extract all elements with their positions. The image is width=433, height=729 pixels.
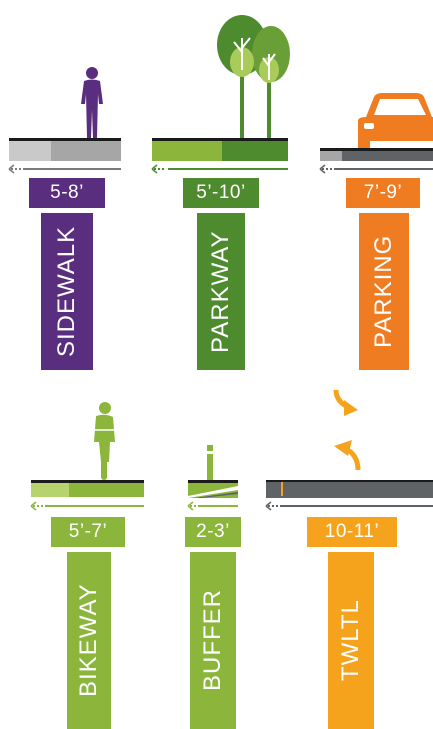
cyclist-icon	[94, 402, 115, 480]
bikeway-label: BIKEWAY	[67, 552, 111, 729]
bollard-icon	[207, 445, 213, 481]
parking-width-arrow	[319, 164, 433, 174]
pedestrian-icon	[81, 67, 103, 138]
buffer-surface	[188, 480, 238, 498]
car-icon	[358, 93, 433, 149]
twltl-width-arrow	[265, 501, 433, 511]
sidewalk-dimension: 5-8’	[29, 178, 105, 208]
buffer-width-arrow	[187, 501, 238, 511]
twltl-label: TWLTL	[328, 552, 374, 729]
twltl-dimension: 10-11’	[307, 517, 397, 547]
buffer-dimension: 2-3’	[185, 517, 241, 547]
sidewalk-width-arrow	[8, 164, 121, 174]
parking-dimension: 7’-9’	[346, 178, 420, 208]
buffer-label: BUFFER	[190, 552, 236, 729]
parkway-dimension: 5’-10’	[183, 178, 259, 208]
parkway-label: PARKWAY	[197, 213, 245, 370]
parkway-width-arrow	[151, 164, 288, 174]
bikeway-width-arrow	[30, 501, 144, 511]
sidewalk-label: SIDEWALK	[41, 213, 93, 370]
tree-icon	[217, 15, 290, 140]
turn-arrows-icon	[333, 389, 361, 471]
bikeway-dimension: 5’-7’	[51, 517, 125, 547]
parking-label: PARKING	[359, 213, 409, 370]
